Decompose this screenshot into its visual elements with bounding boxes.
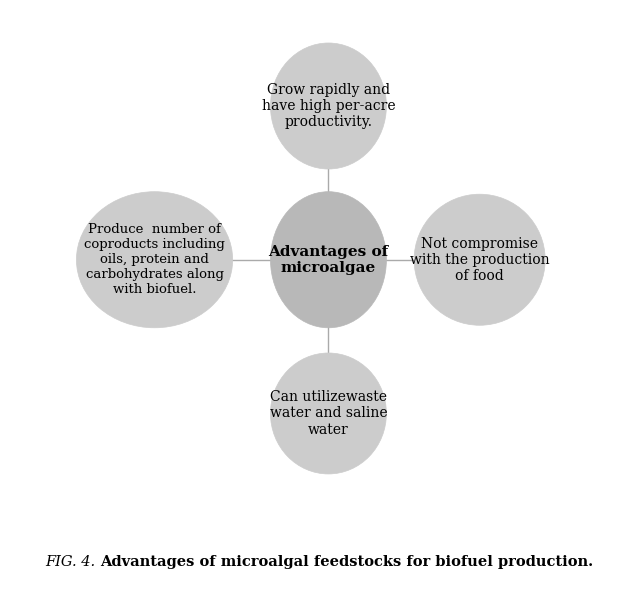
Text: Advantages of
microalgae: Advantages of microalgae [269,245,388,275]
Text: Can utilizewaste
water and saline
water: Can utilizewaste water and saline water [270,390,387,436]
Ellipse shape [77,192,232,328]
Text: Advantages of microalgal feedstocks for biofuel production.: Advantages of microalgal feedstocks for … [100,555,593,569]
Text: FIG. 4.: FIG. 4. [45,555,100,569]
Ellipse shape [414,194,545,325]
Ellipse shape [270,192,386,328]
Ellipse shape [270,353,386,474]
Ellipse shape [270,43,386,169]
Text: Not compromise
with the production
of food: Not compromise with the production of fo… [410,237,549,283]
Text: Produce  number of
coproducts including
oils, protein and
carbohydrates along
wi: Produce number of coproducts including o… [84,223,225,296]
Text: Grow rapidly and
have high per-acre
productivity.: Grow rapidly and have high per-acre prod… [261,83,395,129]
